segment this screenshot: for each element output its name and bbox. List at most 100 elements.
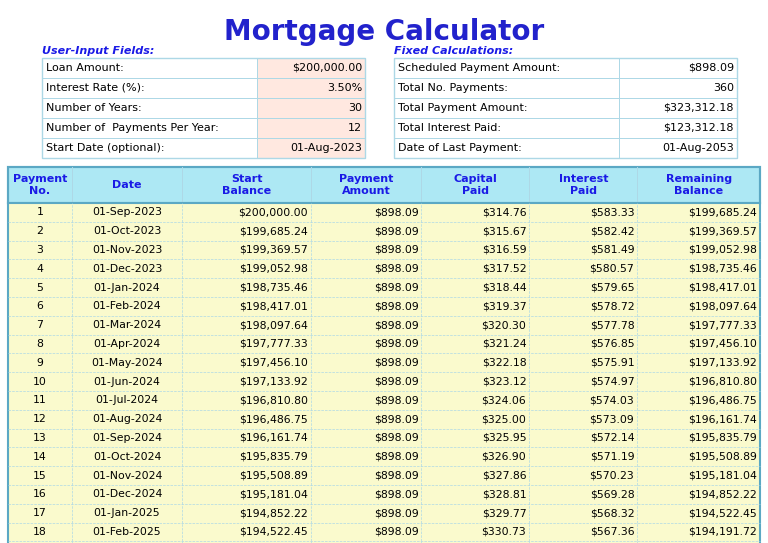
Text: $195,181.04: $195,181.04 [239, 489, 308, 500]
Text: $898.09: $898.09 [374, 433, 419, 443]
Text: $570.23: $570.23 [590, 471, 634, 481]
Text: 11: 11 [33, 395, 47, 406]
Bar [8, 485, 760, 504]
Text: 9: 9 [36, 358, 43, 368]
Bar [619, 98, 737, 118]
Text: 10: 10 [33, 377, 47, 387]
Text: $194,852.22: $194,852.22 [240, 508, 308, 518]
Text: $322.18: $322.18 [482, 358, 526, 368]
Bar [8, 428, 760, 447]
Text: $196,161.74: $196,161.74 [240, 433, 308, 443]
Text: 01-Jan-2025: 01-Jan-2025 [94, 508, 161, 518]
Text: $898.09: $898.09 [374, 358, 419, 368]
Text: $898.09: $898.09 [374, 527, 419, 537]
Text: $196,810.80: $196,810.80 [688, 377, 757, 387]
Bar [8, 260, 760, 278]
Text: $568.32: $568.32 [590, 508, 634, 518]
Text: $898.09: $898.09 [374, 377, 419, 387]
Text: $198,417.01: $198,417.01 [239, 301, 308, 311]
Bar [8, 167, 760, 203]
Text: 01-Oct-2023: 01-Oct-2023 [93, 226, 161, 236]
Text: $578.72: $578.72 [590, 301, 634, 311]
Text: $898.09: $898.09 [374, 264, 419, 274]
Bar [8, 391, 760, 410]
Text: 17: 17 [33, 508, 47, 518]
Text: 6: 6 [36, 301, 43, 311]
Text: Total No. Payments:: Total No. Payments: [398, 83, 508, 93]
Text: $198,417.01: $198,417.01 [688, 282, 757, 293]
Bar [42, 118, 257, 138]
Text: $200,000.00: $200,000.00 [292, 63, 362, 73]
Text: 2: 2 [36, 226, 43, 236]
Text: Fixed Calculations:: Fixed Calculations: [394, 46, 513, 56]
Bar [394, 138, 619, 158]
Text: Total Interest Paid:: Total Interest Paid: [398, 123, 501, 133]
Bar [8, 504, 760, 522]
Text: $195,835.79: $195,835.79 [240, 452, 308, 462]
Text: $572.14: $572.14 [590, 433, 634, 443]
Text: $327.86: $327.86 [482, 471, 526, 481]
Text: Start Date (optional):: Start Date (optional): [46, 143, 164, 153]
Text: $197,456.10: $197,456.10 [239, 358, 308, 368]
Bar [8, 410, 760, 428]
Text: $577.78: $577.78 [590, 320, 634, 330]
Bar [8, 522, 760, 541]
Text: $196,161.74: $196,161.74 [688, 414, 757, 424]
Bar [8, 167, 760, 543]
Text: $315.67: $315.67 [482, 226, 526, 236]
Bar [257, 98, 365, 118]
Text: $898.09: $898.09 [374, 471, 419, 481]
Text: 3.50%: 3.50% [326, 83, 362, 93]
Text: 01-Aug-2053: 01-Aug-2053 [662, 143, 734, 153]
Text: 12: 12 [348, 123, 362, 133]
Bar [8, 297, 760, 316]
Text: 4: 4 [36, 264, 43, 274]
Text: $198,097.64: $198,097.64 [688, 301, 757, 311]
Text: 01-Aug-2024: 01-Aug-2024 [92, 414, 162, 424]
Bar [257, 78, 365, 98]
Text: 01-Jun-2024: 01-Jun-2024 [94, 377, 161, 387]
Text: $583.33: $583.33 [590, 207, 634, 217]
Text: $567.36: $567.36 [590, 527, 634, 537]
Text: 3: 3 [36, 245, 43, 255]
Text: $123,312.18: $123,312.18 [664, 123, 734, 133]
Text: 14: 14 [33, 452, 47, 462]
Text: $195,508.89: $195,508.89 [239, 471, 308, 481]
Text: $328.81: $328.81 [482, 489, 526, 500]
Text: $316.59: $316.59 [482, 245, 526, 255]
Text: $575.91: $575.91 [590, 358, 634, 368]
Text: $195,835.79: $195,835.79 [688, 433, 757, 443]
Text: $194,522.45: $194,522.45 [688, 508, 757, 518]
Text: $898.09: $898.09 [374, 320, 419, 330]
Bar [8, 353, 760, 372]
Text: $898.09: $898.09 [374, 508, 419, 518]
Text: 01-Aug-2023: 01-Aug-2023 [290, 143, 362, 153]
Bar [42, 138, 257, 158]
Text: 01-Nov-2023: 01-Nov-2023 [92, 245, 162, 255]
Text: $576.85: $576.85 [590, 339, 634, 349]
Text: $197,456.10: $197,456.10 [688, 339, 757, 349]
Text: $323,312.18: $323,312.18 [664, 103, 734, 113]
Text: $198,735.46: $198,735.46 [240, 282, 308, 293]
Text: $197,133.92: $197,133.92 [688, 358, 757, 368]
Text: Interest
Paid: Interest Paid [558, 174, 608, 196]
Bar [619, 78, 737, 98]
Text: $898.09: $898.09 [374, 282, 419, 293]
Bar [394, 58, 619, 78]
Text: 16: 16 [33, 489, 47, 500]
Text: $573.09: $573.09 [590, 414, 634, 424]
Text: $317.52: $317.52 [482, 264, 526, 274]
Text: $574.97: $574.97 [590, 377, 634, 387]
Text: 01-Feb-2024: 01-Feb-2024 [93, 301, 161, 311]
Text: User-Input Fields:: User-Input Fields: [42, 46, 154, 56]
Text: 15: 15 [33, 471, 47, 481]
Text: $199,685.24: $199,685.24 [688, 207, 757, 217]
Text: 01-Sep-2023: 01-Sep-2023 [92, 207, 162, 217]
Text: $196,486.75: $196,486.75 [688, 395, 757, 406]
Text: $197,777.33: $197,777.33 [240, 339, 308, 349]
Text: Date: Date [112, 180, 142, 190]
Text: $199,369.57: $199,369.57 [688, 226, 757, 236]
Text: $194,852.22: $194,852.22 [688, 489, 757, 500]
Text: 360: 360 [713, 83, 734, 93]
Bar [42, 78, 257, 98]
